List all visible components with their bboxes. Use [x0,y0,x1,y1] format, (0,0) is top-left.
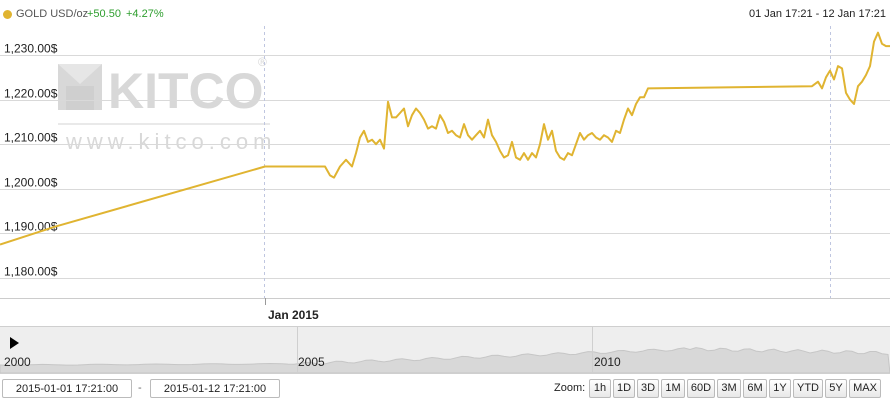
y-tick-label: 1,230.00$ [4,42,58,56]
zoom-button-3m[interactable]: 3M [717,379,741,398]
play-icon[interactable] [10,337,19,349]
change-percent: +4.27% [126,8,164,20]
price-line [0,31,890,246]
y-axis: 1,180.00$ 1,190.00$ 1,200.00$ 1,210.00$ 1,22… [4,42,58,279]
zoom-button-3d[interactable]: 3D [637,379,659,398]
date-range-label: 01 Jan 17:21 - 12 Jan 17:21 [749,8,886,20]
zoom-label: Zoom: [554,382,586,394]
y-tick-label: 1,180.00$ [4,265,58,279]
series-dot-icon [3,10,12,19]
kitco-watermark: KITCO ® www.kitco.com [58,55,276,154]
to-date-input[interactable] [150,379,280,398]
change-value: +50.50 [87,8,121,20]
zoom-button-ytd[interactable]: YTD [793,379,823,398]
chart-header: GOLD USD/oz +50.50 +4.27% 01 Jan 17:21 -… [0,0,890,26]
navigator[interactable]: 2000 2005 2010 [0,326,890,374]
navigator-series [0,347,890,373]
zoom-button-6m[interactable]: 6M [743,379,767,398]
navigator-area [0,327,890,373]
y-tick-label: 1,190.00$ [4,220,58,234]
zoom-button-1y[interactable]: 1Y [769,379,791,398]
watermark-registered: ® [258,55,267,69]
navigator-year-2000: 2000 [4,355,31,369]
zoom-button-1d[interactable]: 1D [613,379,635,398]
from-date-input[interactable] [2,379,132,398]
zoom-button-max[interactable]: MAX [849,379,881,398]
y-tick-label: 1,210.00$ [4,131,58,145]
navigator-year-2005: 2005 [298,355,325,369]
grid [0,55,890,279]
watermark-url: www.kitco.com [65,129,276,154]
price-chart[interactable]: KITCO ® www.kitco.com 1,180.00$ 1,190.00$… [0,26,890,326]
y-tick-label: 1,200.00$ [4,176,58,190]
y-tick-label: 1,220.00$ [4,87,58,101]
watermark-brand: KITCO [108,63,264,119]
range-separator: - [138,382,142,394]
zoom-button-60d[interactable]: 60D [687,379,715,398]
navigator-year-2010: 2010 [594,355,621,369]
zoom-button-5y[interactable]: 5Y [825,379,847,398]
x-axis-label: Jan 2015 [268,308,319,322]
symbol-label: GOLD USD/oz [16,8,89,20]
zoom-button-1m[interactable]: 1M [661,379,685,398]
kitco-logo-icon [58,64,102,110]
zoom-button-1h[interactable]: 1h [589,379,611,398]
